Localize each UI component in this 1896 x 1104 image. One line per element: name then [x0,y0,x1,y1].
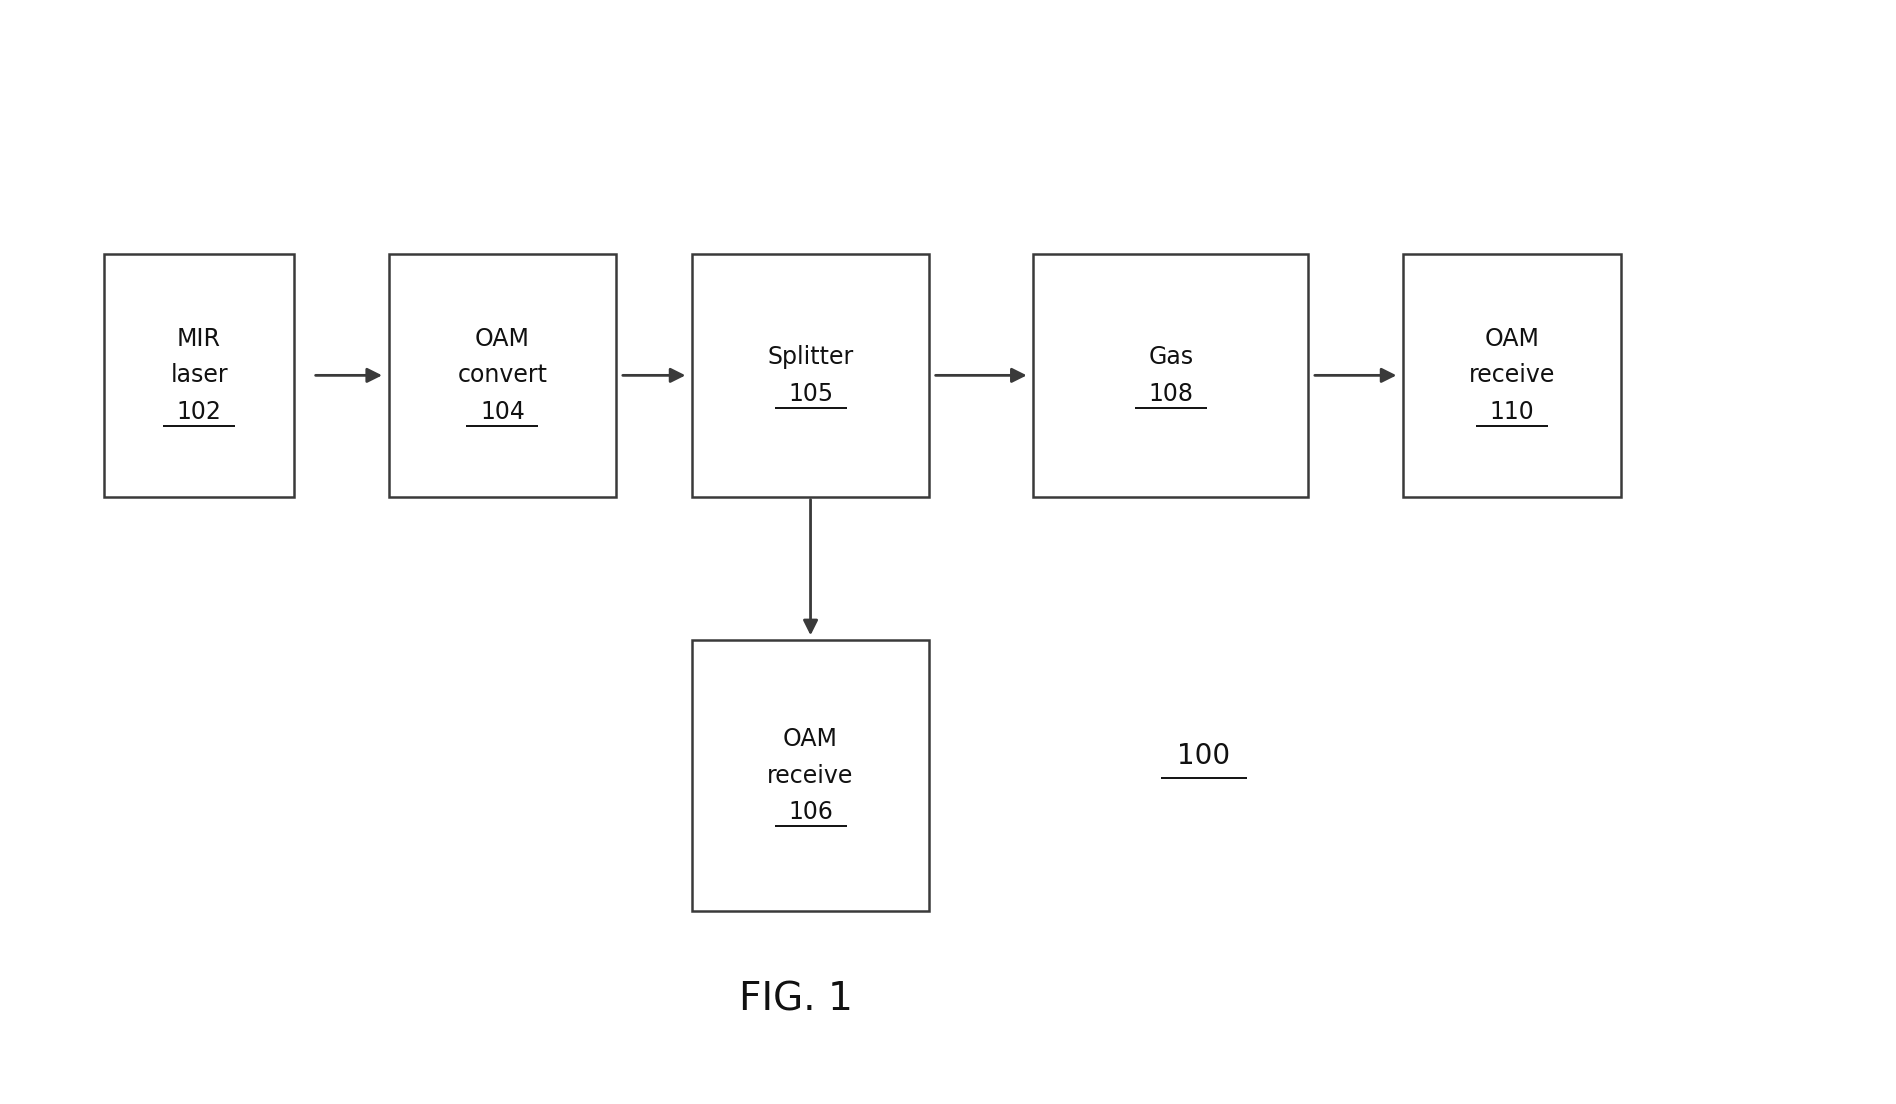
FancyBboxPatch shape [1403,254,1621,497]
Text: FIG. 1: FIG. 1 [739,980,853,1018]
FancyBboxPatch shape [389,254,616,497]
Text: Gas: Gas [1149,346,1193,369]
Text: 105: 105 [789,382,832,405]
Text: 102: 102 [176,400,222,424]
FancyBboxPatch shape [1033,254,1308,497]
Text: OAM: OAM [783,728,838,751]
Text: receive: receive [1469,363,1555,388]
Text: 106: 106 [789,800,832,824]
Text: 108: 108 [1149,382,1193,405]
Text: OAM: OAM [476,327,529,351]
Text: 110: 110 [1490,400,1534,424]
Text: laser: laser [171,363,228,388]
Text: 104: 104 [480,400,525,424]
Text: convert: convert [457,363,548,388]
Text: MIR: MIR [176,327,222,351]
Text: 100: 100 [1177,742,1231,771]
FancyBboxPatch shape [692,640,929,911]
Text: Splitter: Splitter [768,346,853,369]
Text: OAM: OAM [1485,327,1540,351]
FancyBboxPatch shape [692,254,929,497]
Text: receive: receive [768,764,853,787]
FancyBboxPatch shape [104,254,294,497]
